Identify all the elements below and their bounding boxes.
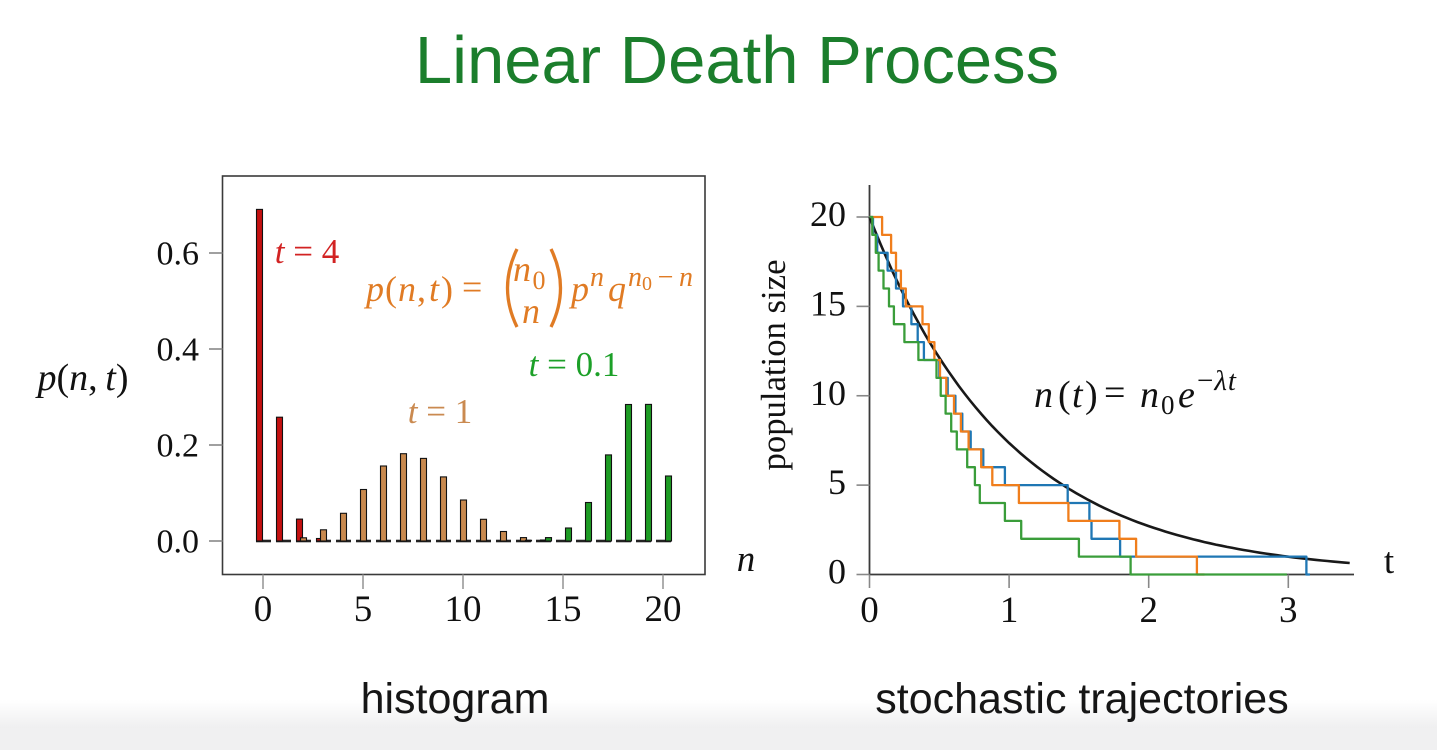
svg-text:20: 20 <box>810 194 846 234</box>
svg-text:): ) <box>441 269 453 309</box>
svg-text:−λt: −λt <box>1197 365 1237 397</box>
svg-text:t = 1: t = 1 <box>408 392 472 431</box>
svg-text:0: 0 <box>1161 390 1175 420</box>
svg-text:population size: population size <box>754 260 793 471</box>
svg-text:stochastic trajectories: stochastic trajectories <box>875 675 1288 723</box>
svg-text:n: n <box>1034 374 1053 416</box>
svg-text:n: n <box>737 539 756 580</box>
svg-text:0.2: 0.2 <box>157 428 200 465</box>
svg-text:n: n <box>1140 374 1159 416</box>
svg-text:Linear Death Process: Linear Death Process <box>415 23 1059 98</box>
svg-text:10: 10 <box>810 373 846 413</box>
svg-text:n0 − n: n0 − n <box>628 262 693 295</box>
svg-text:10: 10 <box>445 589 482 630</box>
svg-text:n: n <box>522 291 540 331</box>
svg-text:t: t <box>429 269 440 309</box>
svg-text:0.4: 0.4 <box>157 332 200 369</box>
svg-text:p: p <box>568 269 589 309</box>
svg-text:n: n <box>398 269 416 309</box>
svg-text:15: 15 <box>810 283 846 323</box>
svg-text:histogram: histogram <box>361 675 550 723</box>
svg-text:=: = <box>1104 372 1125 414</box>
svg-text:0.0: 0.0 <box>157 524 200 561</box>
svg-text:20: 20 <box>645 589 682 630</box>
svg-text:=: = <box>462 267 482 307</box>
svg-text:): ) <box>1085 374 1098 416</box>
svg-text:0: 0 <box>860 590 879 631</box>
svg-text:0: 0 <box>254 589 273 630</box>
svg-text:3: 3 <box>1279 590 1298 631</box>
svg-text:(: ( <box>1058 374 1071 416</box>
svg-text:5: 5 <box>354 589 373 630</box>
svg-text:15: 15 <box>545 589 582 630</box>
svg-text:5: 5 <box>828 462 846 502</box>
svg-text:0: 0 <box>828 552 846 592</box>
svg-text:t = 4: t = 4 <box>275 232 339 271</box>
svg-text:(: ( <box>385 269 397 309</box>
svg-text:e: e <box>1178 374 1195 416</box>
svg-text:,: , <box>417 269 426 309</box>
svg-text:q: q <box>608 269 626 309</box>
svg-text:t = 0.1: t = 0.1 <box>529 345 620 384</box>
svg-text:1: 1 <box>1000 590 1019 631</box>
svg-text:0.6: 0.6 <box>157 236 200 273</box>
svg-text:p(n, t): p(n, t) <box>35 357 129 399</box>
svg-text:n: n <box>590 262 604 293</box>
svg-text:p: p <box>363 269 384 309</box>
svg-text:n: n <box>513 249 531 289</box>
svg-text:2: 2 <box>1139 590 1158 631</box>
svg-text:0: 0 <box>533 266 546 295</box>
svg-text:t: t <box>1384 541 1395 582</box>
svg-text:t: t <box>1072 374 1084 416</box>
